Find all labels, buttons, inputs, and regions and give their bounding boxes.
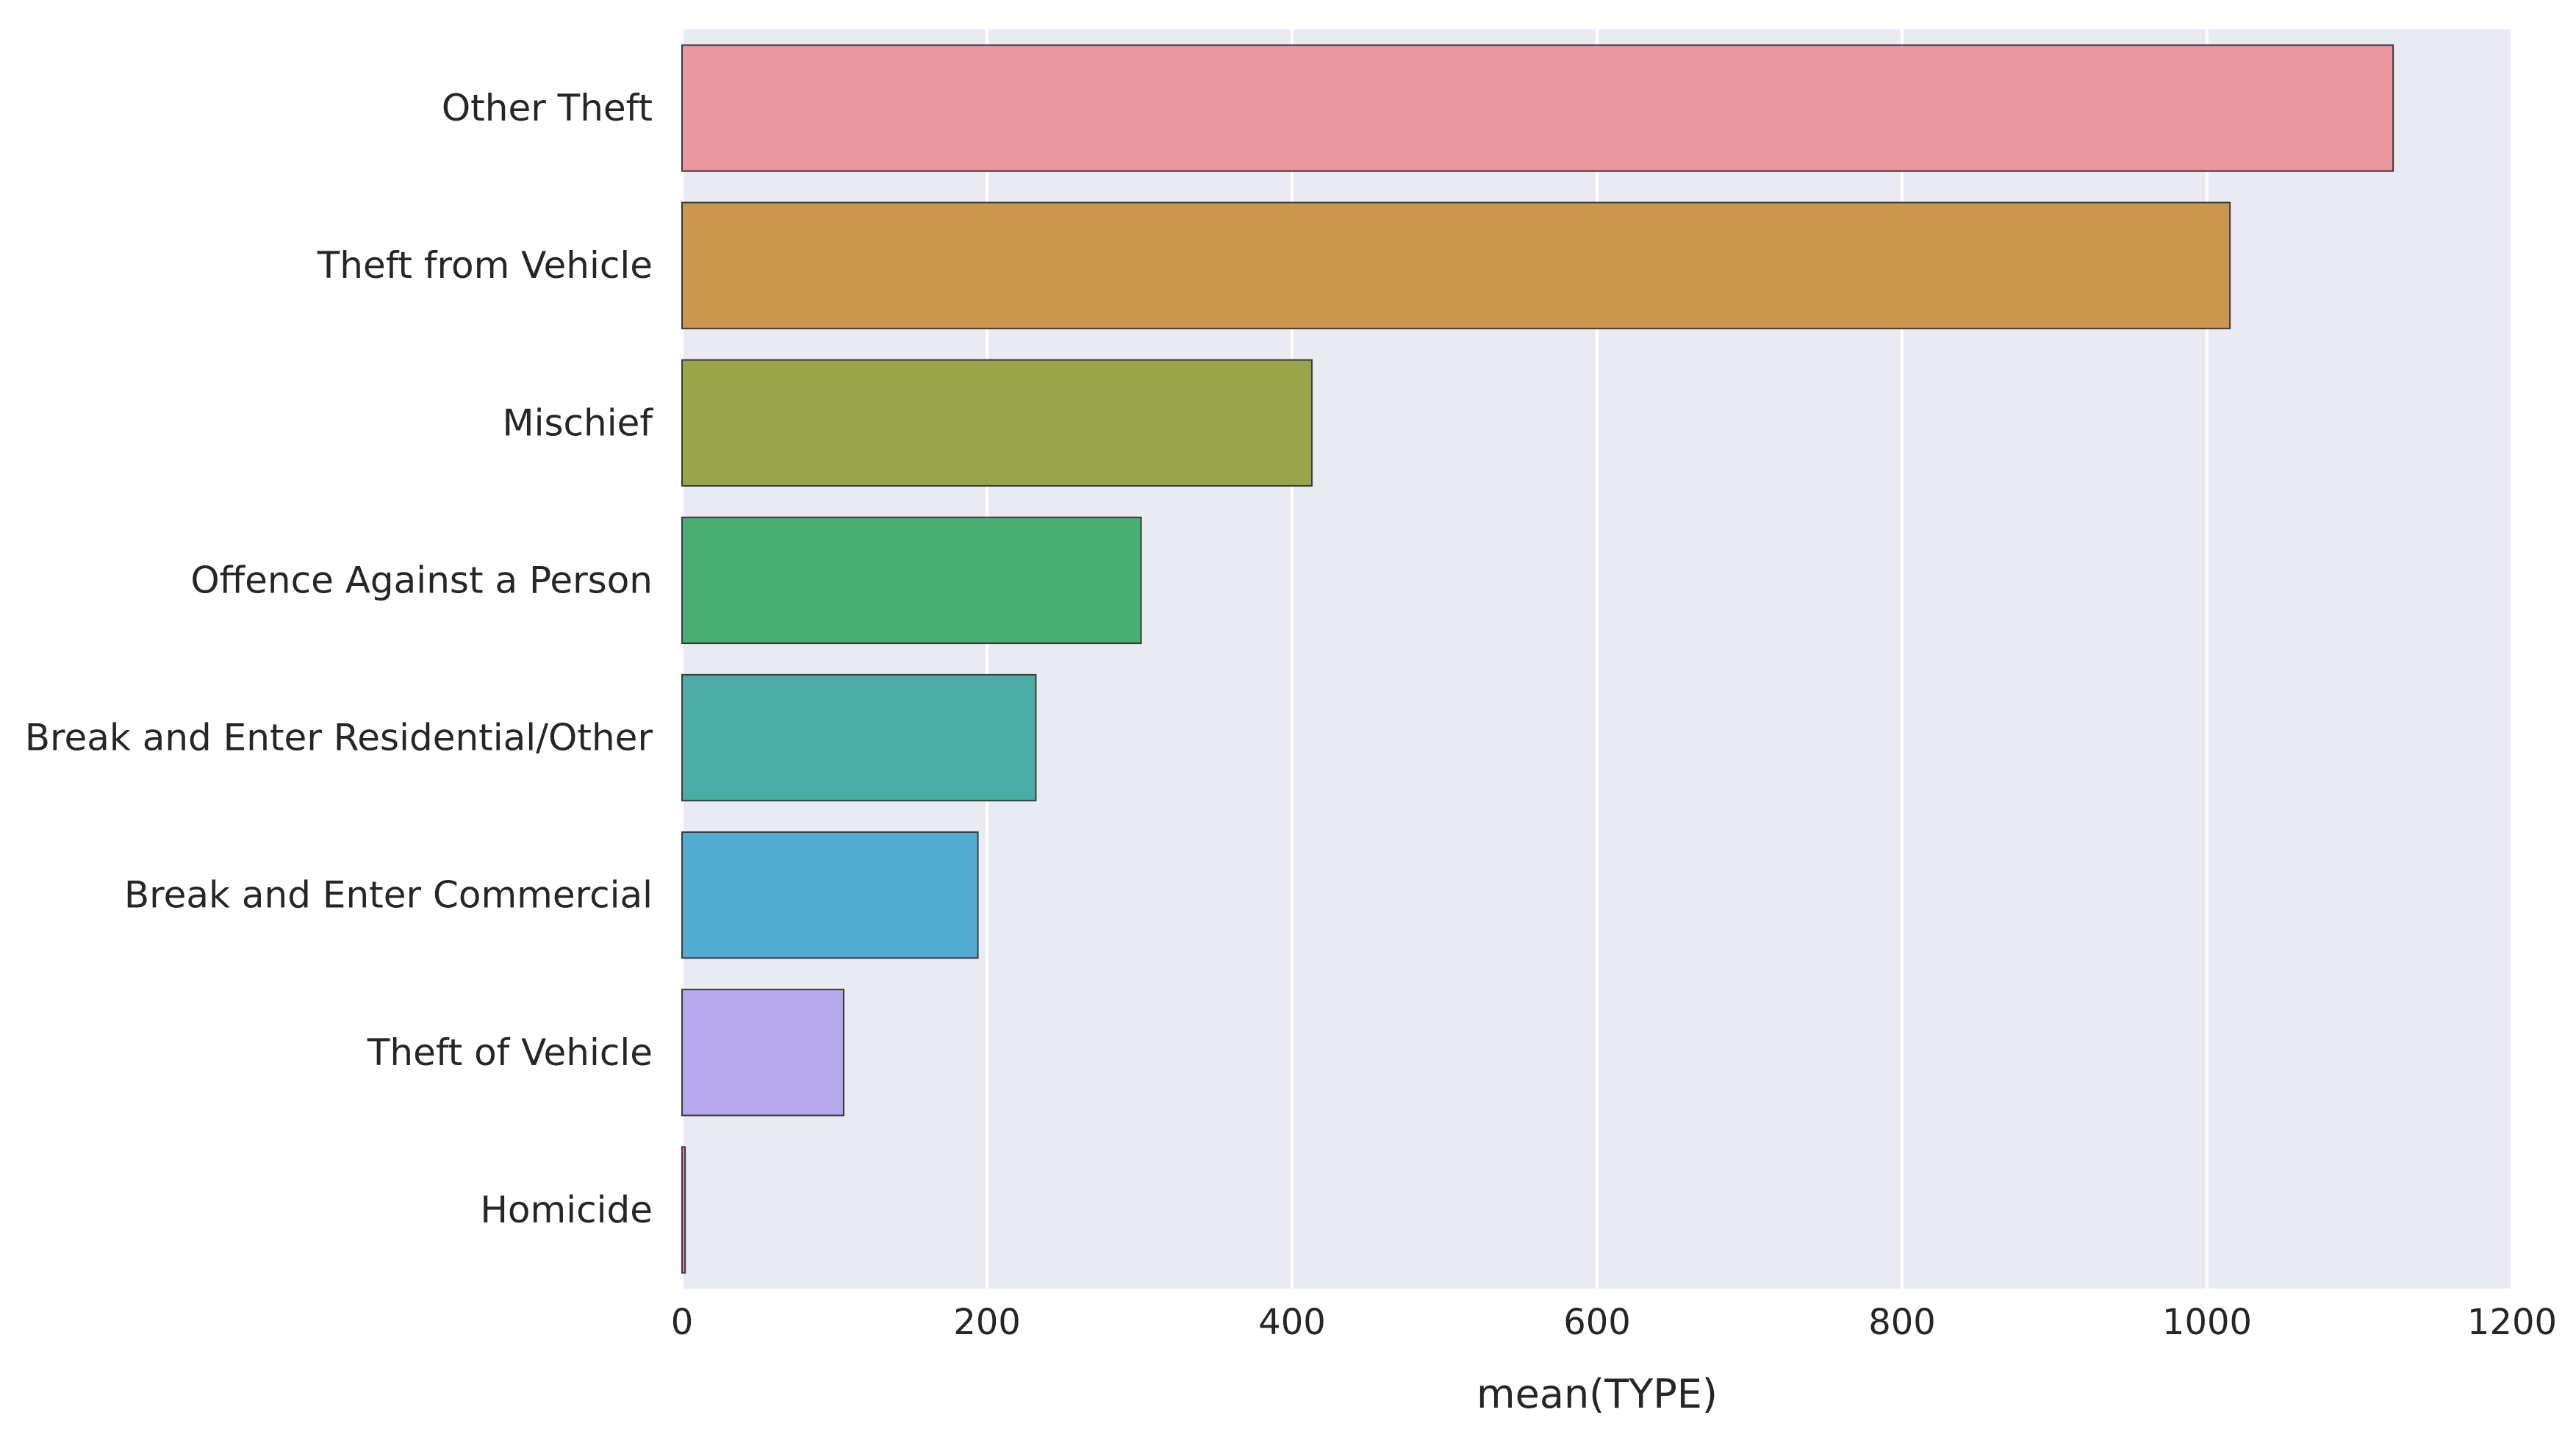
bar-other-theft (681, 44, 2394, 172)
category-label: Theft of Vehicle (367, 1031, 653, 1074)
x-tick-label: 400 (1258, 1302, 1326, 1343)
category-label: Mischief (502, 401, 653, 444)
bar-homicide (681, 1146, 686, 1274)
category-label: Other Theft (442, 87, 653, 129)
bar-break-and-enter-commercial (681, 831, 979, 959)
category-label: Break and Enter Residential/Other (25, 717, 653, 759)
x-tick-label: 1000 (2162, 1302, 2252, 1343)
x-tick-label: 200 (953, 1302, 1021, 1343)
x-tick-label: 0 (671, 1302, 694, 1343)
category-label: Offence Against a Person (190, 559, 653, 601)
category-label: Break and Enter Commercial (124, 874, 653, 917)
bar-theft-of-vehicle (681, 989, 844, 1117)
x-tick-label: 1200 (2467, 1302, 2557, 1343)
bars (681, 44, 2394, 1274)
bar-mischief (681, 359, 1313, 487)
category-labels: Other Theft Theft from Vehicle Mischief Off… (25, 87, 654, 1231)
category-label: Homicide (480, 1189, 653, 1231)
bar-offence-against-a-person (681, 516, 1142, 645)
category-label: Theft from Vehicle (317, 244, 653, 287)
x-axis-label: mean(TYPE) (1477, 1371, 1718, 1417)
x-tick-label: 800 (1868, 1302, 1936, 1343)
x-tick-label: 600 (1563, 1302, 1631, 1343)
bar-break-and-enter-residential-other (681, 673, 1037, 802)
bar-theft-from-vehicle (681, 201, 2231, 329)
x-tick-labels: 0 200 400 600 800 1000 1200 (671, 1302, 2557, 1343)
